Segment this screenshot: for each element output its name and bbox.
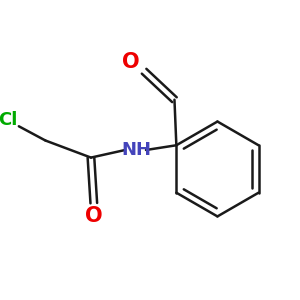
Text: Cl: Cl <box>0 111 17 129</box>
Text: O: O <box>85 206 103 226</box>
Text: O: O <box>122 52 140 72</box>
Text: NH: NH <box>122 141 152 159</box>
